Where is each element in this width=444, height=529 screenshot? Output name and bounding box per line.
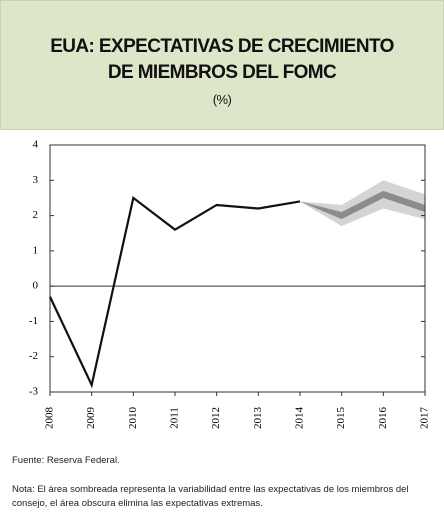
x-tick-label: 2009 (85, 407, 97, 430)
x-tick-label: 2017 (419, 407, 431, 430)
y-tick-label: 0 (33, 280, 39, 292)
title-line: DE MIEMBROS DEL FOMC (107, 62, 337, 83)
y-tick-label: -1 (29, 315, 38, 327)
x-tick-label: 2015 (335, 407, 347, 430)
x-tick-label: 2016 (377, 407, 389, 430)
title-line: EUA: EXPECTATIVAS DE CRECIMIENTO (50, 36, 394, 57)
x-tick-label: 2008 (44, 407, 56, 430)
x-tick-label: 2011 (169, 407, 181, 429)
y-tick-label: 4 (33, 139, 39, 151)
line (49, 196, 301, 389)
x-tick-label: 2010 (127, 407, 139, 430)
source: Fuente: Reserva Federal. (12, 455, 120, 466)
x-tick-label: 2014 (294, 407, 306, 430)
x-tick-label: 2012 (210, 407, 222, 429)
x-tick-label: 2013 (252, 407, 264, 430)
header (0, 0, 444, 130)
subtitle: (%) (212, 92, 232, 107)
y-tick-label: -3 (29, 386, 39, 398)
y-tick-label: 1 (33, 244, 39, 256)
y-tick-label: 3 (33, 174, 39, 186)
range-band (300, 190, 425, 220)
note: Nota: El área sombreada representa la va… (12, 484, 409, 509)
chart: -3 -2 -1 0 1 2 3 4 2008 2009 2010 2011 2012 2013 2014 2… (29, 139, 431, 430)
y-tick-label: 2 (33, 209, 39, 221)
plot-frame (49, 144, 426, 393)
y-tick-label: -2 (29, 350, 38, 362)
